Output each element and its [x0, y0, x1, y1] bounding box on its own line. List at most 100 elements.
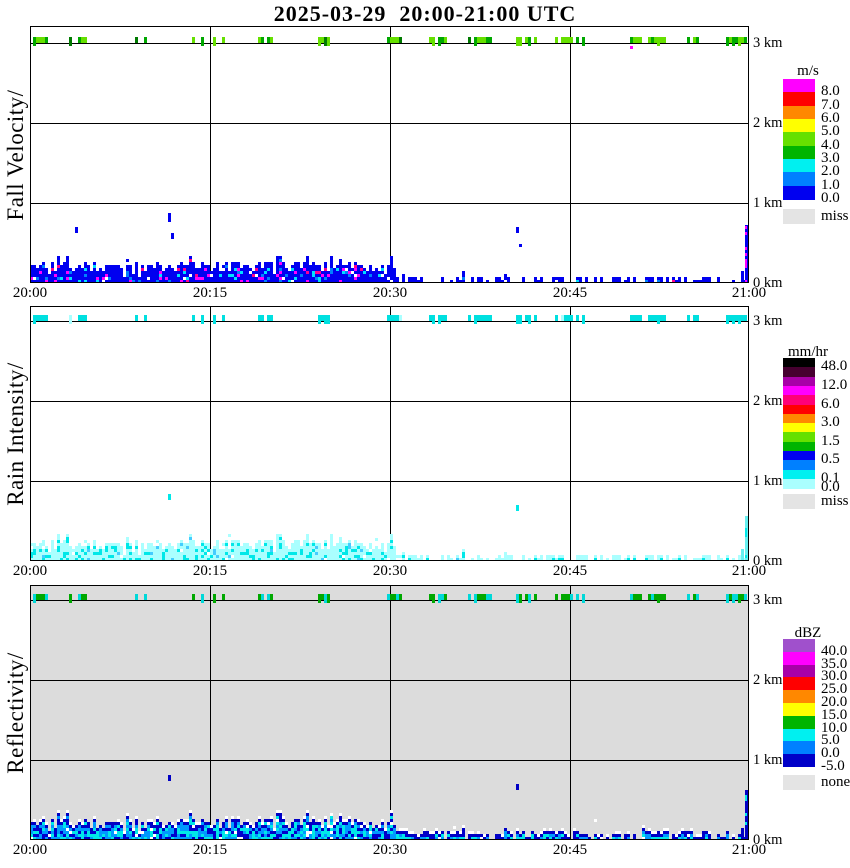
legend-color-swatch	[783, 423, 815, 433]
legend-color-swatch	[783, 690, 815, 704]
legend-value-label: 0.0	[821, 745, 840, 762]
time-tick-label: 20:45	[552, 285, 588, 301]
time-tick-label: 20:30	[372, 285, 408, 301]
legend-color-swatch	[783, 441, 815, 452]
legend-missing-label: miss	[821, 493, 849, 510]
height-tick-label: 1 km	[753, 752, 783, 768]
fall-velocity-heatmap	[30, 26, 749, 283]
time-tick-label: 20:30	[372, 842, 408, 858]
legend-value-label: 1.5	[821, 432, 840, 449]
legend-value-label: 25.0	[821, 681, 848, 698]
time-tick-label: 21:00	[731, 563, 767, 579]
legend-value-label: 0.0	[821, 190, 840, 207]
legend-value-label: 6.0	[821, 110, 840, 127]
legend-color-swatch	[783, 185, 815, 200]
legend-missing-label: none	[821, 774, 850, 790]
legend-value-label: 0.5	[821, 451, 840, 468]
legend-value-label: 0.1	[821, 469, 840, 486]
legend-value-label: 5.0	[821, 123, 840, 140]
legend-color-swatch	[783, 728, 815, 742]
legend-color-swatch	[783, 639, 815, 653]
legend-value-label: 30.0	[821, 668, 848, 685]
legend-value-label: 40.0	[821, 642, 848, 659]
rain-intensity-heatmap	[30, 306, 749, 561]
time-tick-label: 20:45	[552, 563, 588, 579]
height-tick-label: 1 km	[753, 473, 783, 489]
legend-value-label: 15.0	[821, 706, 848, 723]
legend-value-label: 10.0	[821, 719, 848, 736]
time-tick-label: 21:00	[731, 842, 767, 858]
legend-value-label: 4.0	[821, 136, 840, 153]
legend-missing-swatch	[783, 775, 815, 790]
legend-value-label: 3.0	[821, 414, 840, 431]
ylabel-fall-velocity: Fall Velocity/	[3, 89, 28, 221]
reflectivity-legend: dBZ 40.0 35.0 30.0 25.0 20.0 15.0 10.0 5.0 0.0 -5.…	[783, 626, 850, 811]
legend-value-label: 8.0	[821, 83, 840, 100]
legend-missing-swatch	[783, 209, 815, 225]
legend-color-swatch	[783, 172, 815, 187]
legend-unit-label: m/s	[797, 63, 819, 79]
legend-color-swatch	[783, 677, 815, 691]
legend-value-label: 1.0	[821, 176, 840, 193]
height-tick-label: 2 km	[753, 115, 783, 131]
legend-value-label: 5.0	[821, 732, 840, 749]
time-tick-label: 20:00	[12, 285, 48, 301]
ylabel-rain-intensity: Rain Intensity/	[3, 362, 28, 506]
time-tick-label: 21:00	[731, 285, 767, 301]
legend-value-label: -5.0	[821, 758, 845, 774]
reflectivity-heatmap	[30, 585, 749, 840]
legend-value-label: 35.0	[821, 655, 848, 672]
time-tick-label: 20:45	[552, 842, 588, 858]
height-tick-label: 3 km	[753, 592, 783, 608]
legend-color-swatch	[783, 703, 815, 717]
height-tick-label: 1 km	[753, 195, 783, 211]
time-tick-label: 20:15	[192, 285, 228, 301]
legend-color-swatch	[783, 159, 815, 173]
legend-color-swatch	[783, 132, 815, 147]
legend-color-swatch	[783, 413, 815, 424]
height-tick-label: 3 km	[753, 35, 783, 51]
legend-color-swatch	[783, 145, 815, 160]
legend-color-swatch	[783, 358, 815, 368]
legend-value-label: 2.0	[821, 163, 840, 180]
legend-color-swatch	[783, 715, 815, 730]
legend-color-swatch	[783, 376, 815, 387]
legend-color-swatch	[783, 119, 815, 133]
height-tick-label: 2 km	[753, 672, 783, 688]
legend-color-swatch	[783, 651, 815, 666]
legend-color-swatch	[783, 385, 815, 396]
legend-unit-label: dBZ	[794, 625, 822, 641]
height-tick-label: 0 km	[753, 275, 783, 291]
legend-color-swatch	[783, 404, 815, 415]
fall-velocity-legend: m/s 8.0 7.0 6.0 5.0 4.0 3.0 2.0 1.0 0.0 miss	[783, 64, 850, 249]
legend-unit-label: mm/hr	[788, 344, 828, 360]
rain-intensity-legend: mm/hr 48.0 12.0 6.0 3.0 1.5 0.5 0.1 0.0 miss	[783, 345, 850, 530]
time-tick-label: 20:00	[12, 563, 48, 579]
height-tick-label: 0 km	[753, 553, 783, 569]
legend-value-label: 12.0	[821, 376, 848, 393]
legend-color-swatch	[783, 741, 815, 755]
legend-color-swatch	[783, 79, 815, 93]
legend-color-swatch	[783, 754, 815, 768]
legend-color-swatch	[783, 469, 815, 480]
time-tick-label: 20:15	[192, 842, 228, 858]
legend-value-label: 48.0	[821, 358, 848, 375]
time-tick-label: 20:30	[372, 563, 408, 579]
time-tick-label: 20:15	[192, 563, 228, 579]
legend-color-swatch	[783, 460, 815, 471]
legend-color-swatch	[783, 367, 815, 378]
legend-value-label: 6.0	[821, 395, 840, 412]
legend-value-label: 20.0	[821, 694, 848, 710]
ylabel-reflectivity: Reflectivity/	[3, 652, 28, 774]
legend-color-swatch	[783, 92, 815, 107]
legend-value-label: 0.0	[821, 479, 840, 496]
legend-color-swatch	[783, 451, 815, 461]
time-tick-label: 20:00	[12, 842, 48, 858]
height-tick-label: 3 km	[753, 313, 783, 329]
legend-value-label: 7.0	[821, 96, 840, 113]
legend-value-label: 3.0	[821, 150, 840, 167]
legend-missing-swatch	[783, 494, 815, 510]
legend-color-swatch	[783, 478, 815, 489]
height-tick-label: 2 km	[753, 393, 783, 409]
